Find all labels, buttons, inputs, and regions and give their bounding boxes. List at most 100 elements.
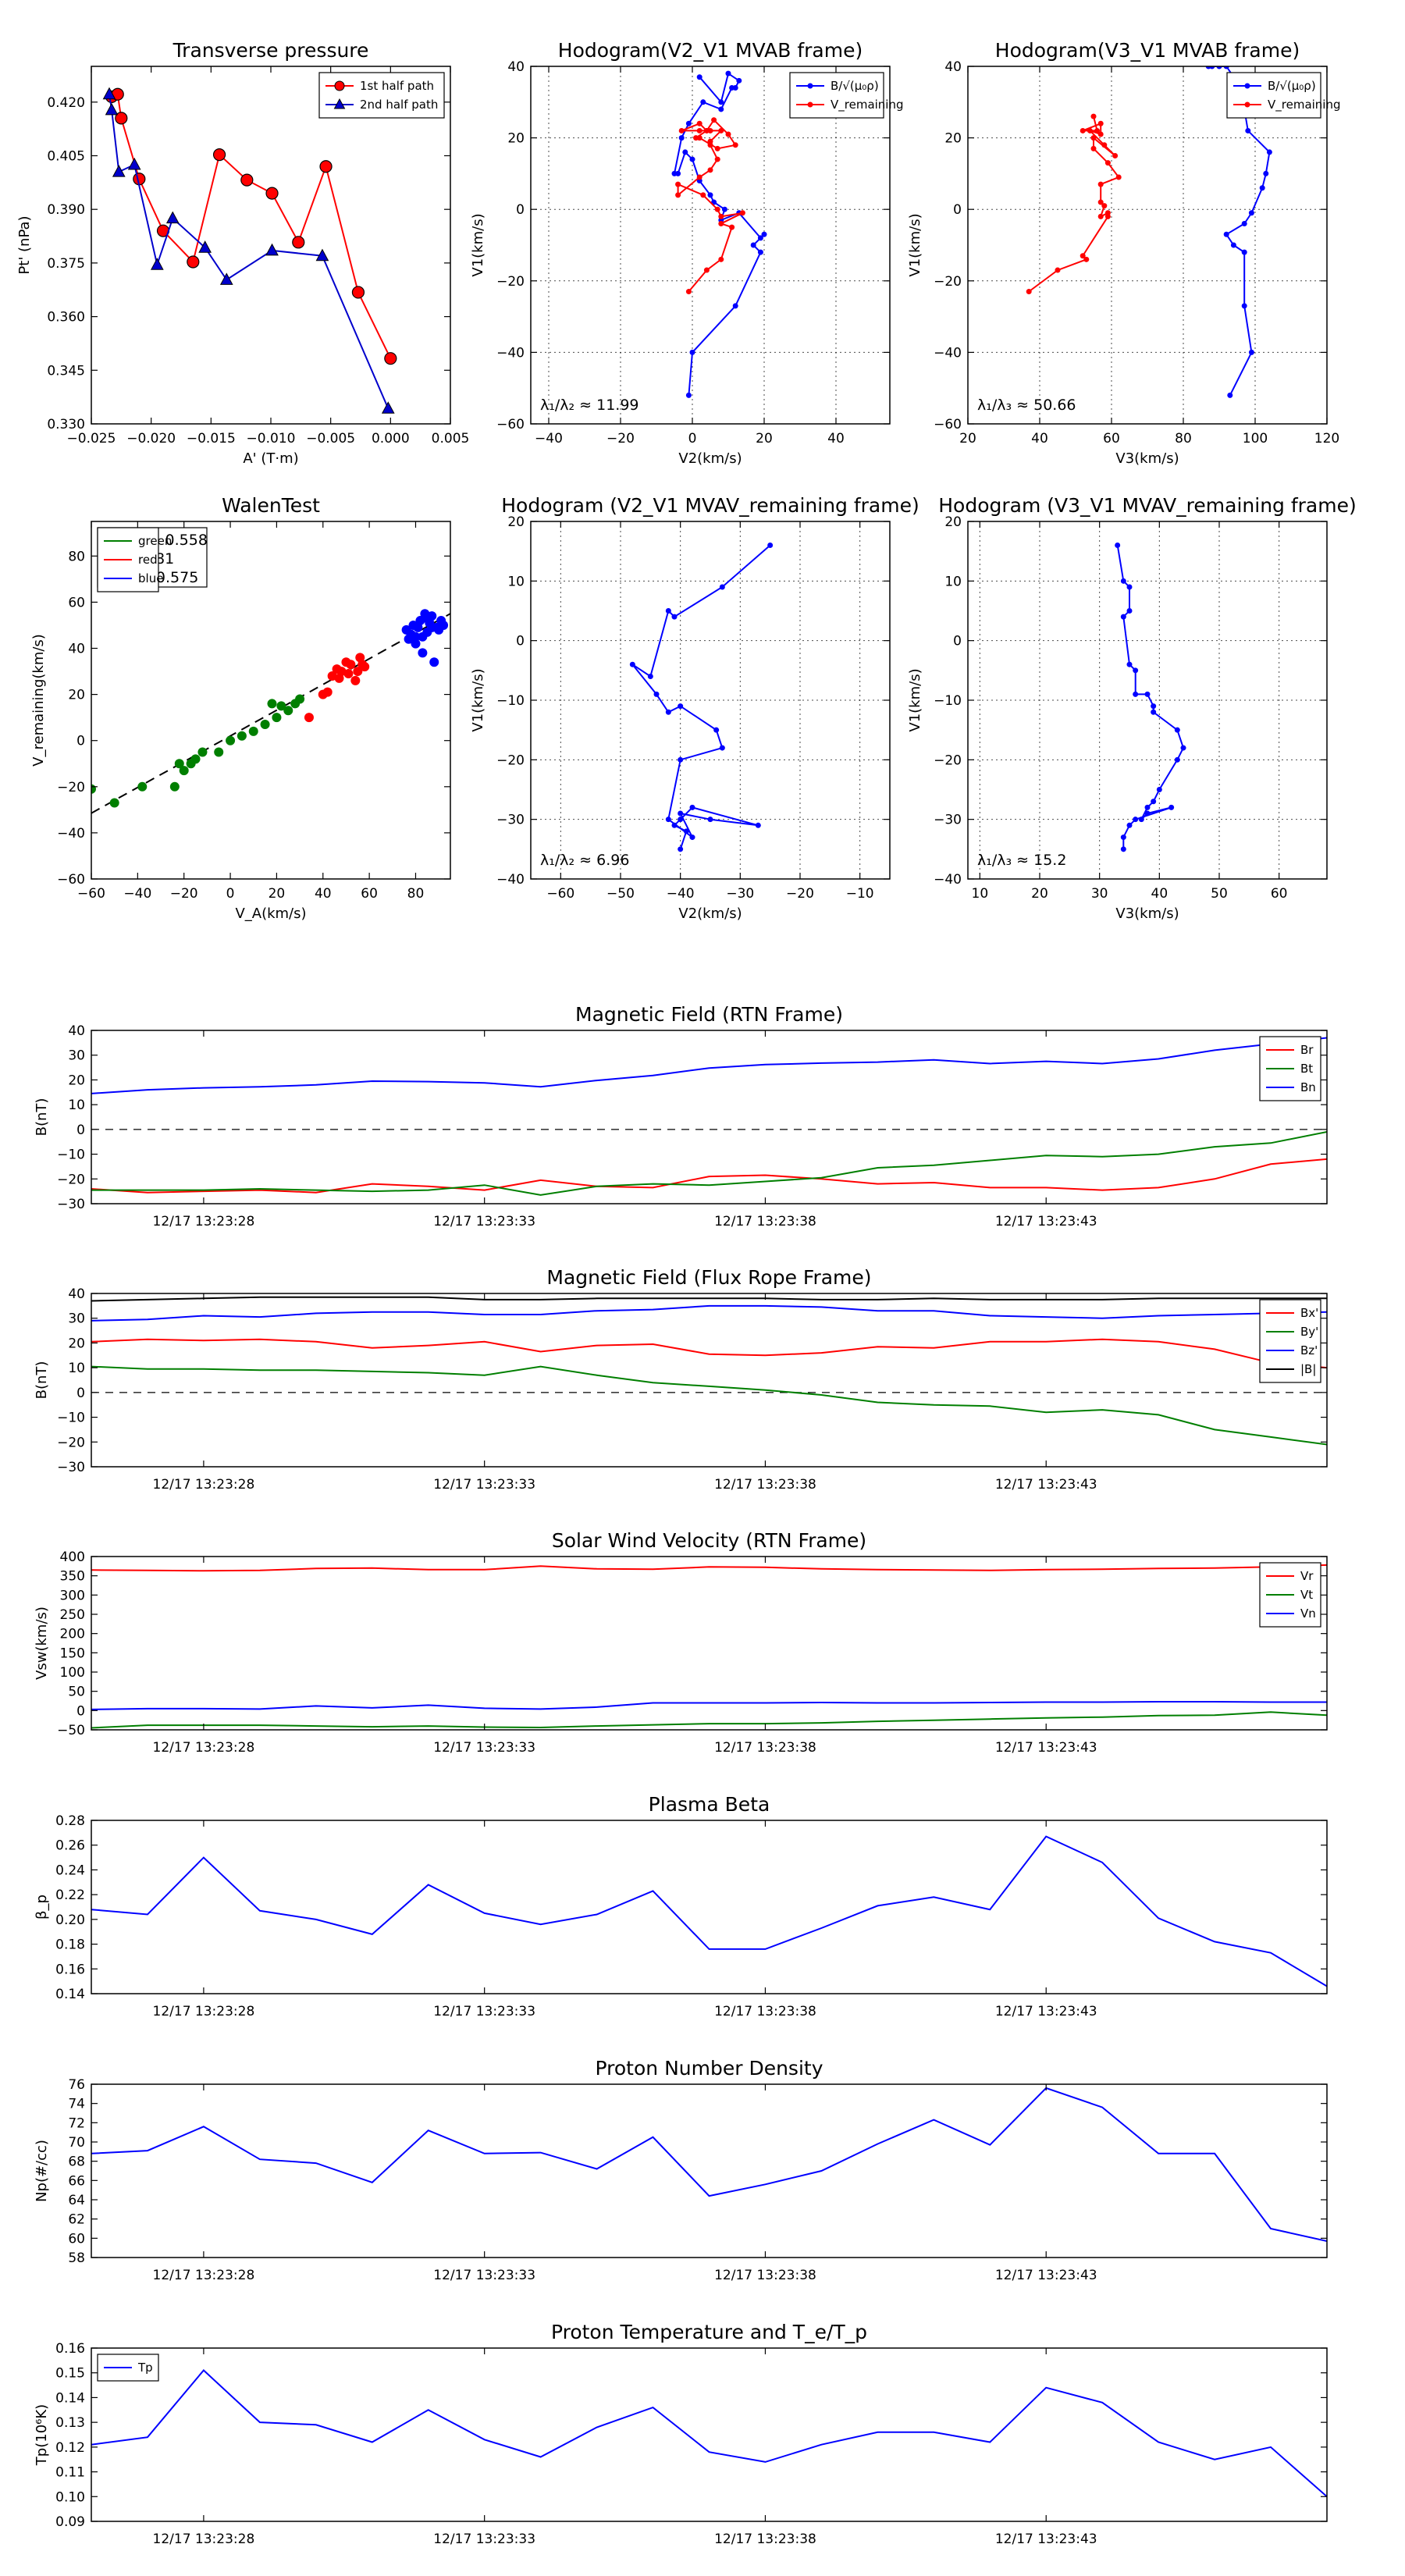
chart-title: Magnetic Field (Flux Rope Frame) <box>546 1266 871 1289</box>
x-tick-label: 12/17 13:23:28 <box>153 2532 255 2547</box>
axes-frame <box>91 66 451 425</box>
chart-title: Proton Temperature and T_e/T_p <box>551 2321 867 2343</box>
y-tick-label: 30 <box>68 1048 85 1064</box>
data-point <box>112 165 126 177</box>
data-point <box>629 661 635 667</box>
y-tick-label: 0 <box>76 1703 85 1719</box>
x-tick-label: 50 <box>1211 886 1228 902</box>
x-tick-label: 12/17 13:23:43 <box>995 1214 1097 1229</box>
y-axis-label: Vsw(km/s) <box>34 1606 50 1680</box>
y-axis-label: V1(km/s) <box>907 213 923 276</box>
chart-ts3: −50 0 50 100 150 200 250 300 350 400 12/17 13:23:2… <box>34 1529 1328 1756</box>
y-tick-label: −30 <box>496 813 525 828</box>
legend-label: B/√(μ₀ρ) <box>831 79 879 93</box>
x-tick-label: 40 <box>827 431 845 447</box>
legend-label: Br <box>1300 1043 1314 1057</box>
data-point <box>707 192 713 198</box>
x-tick-label: 12/17 13:23:33 <box>433 2268 535 2283</box>
data-point <box>105 102 119 116</box>
y-tick-label: −40 <box>57 826 85 841</box>
data-point <box>653 691 660 697</box>
series-line-Vr <box>91 1564 1327 1572</box>
data-point <box>707 167 713 173</box>
y-tick-label: 250 <box>60 1607 85 1623</box>
y-tick-label: 0.09 <box>55 2514 85 2530</box>
data-point <box>678 756 684 763</box>
data-point <box>260 720 270 730</box>
data-point <box>678 135 685 141</box>
y-tick-label: 0.14 <box>55 2390 85 2406</box>
legend-label: Vr <box>1300 1569 1314 1583</box>
y-tick-label: 0.13 <box>55 2415 85 2431</box>
y-tick-label: 10 <box>507 574 525 589</box>
x-axis-label: A' (T·m) <box>243 450 298 467</box>
data-point <box>689 804 695 810</box>
y-axis-label: V1(km/s) <box>470 668 486 731</box>
x-tick-label: 12/17 13:23:38 <box>714 2268 816 2283</box>
legend-label: V_remaining <box>1268 98 1341 112</box>
y-tick-label: 0.14 <box>55 1987 85 2002</box>
y-axis-label: Pt' (nPa) <box>16 215 33 274</box>
axes-frame <box>91 2083 1328 2258</box>
data-point <box>276 701 286 711</box>
y-tick-label: 30 <box>68 1311 85 1327</box>
x-tick-label: −60 <box>77 886 105 902</box>
y-tick-label: −20 <box>57 780 85 795</box>
data-point <box>767 543 774 549</box>
y-tick-label: 10 <box>68 1361 85 1376</box>
x-tick-label: 12/17 13:23:43 <box>995 2532 1097 2547</box>
data-point <box>272 713 282 723</box>
legend-label: red <box>138 553 158 567</box>
legend-label: By' <box>1300 1325 1318 1339</box>
data-point <box>1144 691 1151 697</box>
plot-area <box>91 1037 1327 1196</box>
x-tick-label: 10 <box>972 886 989 902</box>
data-point <box>757 235 763 241</box>
data-point <box>1115 174 1122 180</box>
data-point <box>1241 303 1247 309</box>
y-tick-label: 10 <box>944 574 962 589</box>
plot-area <box>531 66 890 424</box>
x-tick-label: 80 <box>1175 431 1192 447</box>
data-point <box>1055 267 1061 273</box>
data-point <box>1090 145 1097 151</box>
data-point <box>678 817 684 823</box>
data-point <box>1156 787 1162 792</box>
data-point <box>429 657 439 667</box>
y-axis-label: Tp(10⁶K) <box>34 2404 50 2466</box>
y-tick-label: 0.375 <box>47 256 85 272</box>
plot-area <box>91 2087 1327 2242</box>
series-line-Bt <box>91 1131 1327 1196</box>
data-point <box>1126 822 1133 828</box>
x-tick-label: 12/17 13:23:33 <box>433 2004 535 2019</box>
y-tick-label: 0.18 <box>55 1937 85 1953</box>
x-tick-label: −10 <box>846 886 874 902</box>
data-point <box>350 675 361 685</box>
data-point <box>1097 120 1104 126</box>
x-tick-label: 12/17 13:23:38 <box>714 2532 816 2547</box>
y-axis-label: B(nT) <box>34 1098 50 1137</box>
x-tick-label: −30 <box>726 886 754 902</box>
chart-title: Magnetic Field (RTN Frame) <box>575 1003 843 1026</box>
y-tick-label: −10 <box>934 693 962 709</box>
x-tick-label: 0 <box>226 886 235 902</box>
y-tick-label: 80 <box>68 549 85 564</box>
x-axis-label: V2(km/s) <box>678 450 742 467</box>
data-point <box>1216 66 1222 69</box>
data-point <box>214 747 224 757</box>
data-point <box>665 608 671 614</box>
x-tick-label: −0.020 <box>126 431 176 447</box>
y-tick-label: 0.20 <box>55 1912 85 1928</box>
chart-h2: −60 −40 −20 0 20 40 20 40 60 80 100 120 Hodogram(V3_… <box>907 39 1341 467</box>
data-point <box>1174 727 1180 733</box>
axes-frame <box>91 1030 1328 1204</box>
data-point <box>675 181 681 187</box>
x-axis-label: V3(km/s) <box>1115 906 1179 922</box>
data-point <box>1266 149 1272 155</box>
plot-area <box>91 1835 1327 1987</box>
data-point <box>665 709 671 715</box>
data-point <box>678 810 684 817</box>
data-point <box>685 289 692 295</box>
legend-label: Bx' <box>1300 1306 1318 1320</box>
legend-label: |B| <box>1300 1362 1316 1376</box>
